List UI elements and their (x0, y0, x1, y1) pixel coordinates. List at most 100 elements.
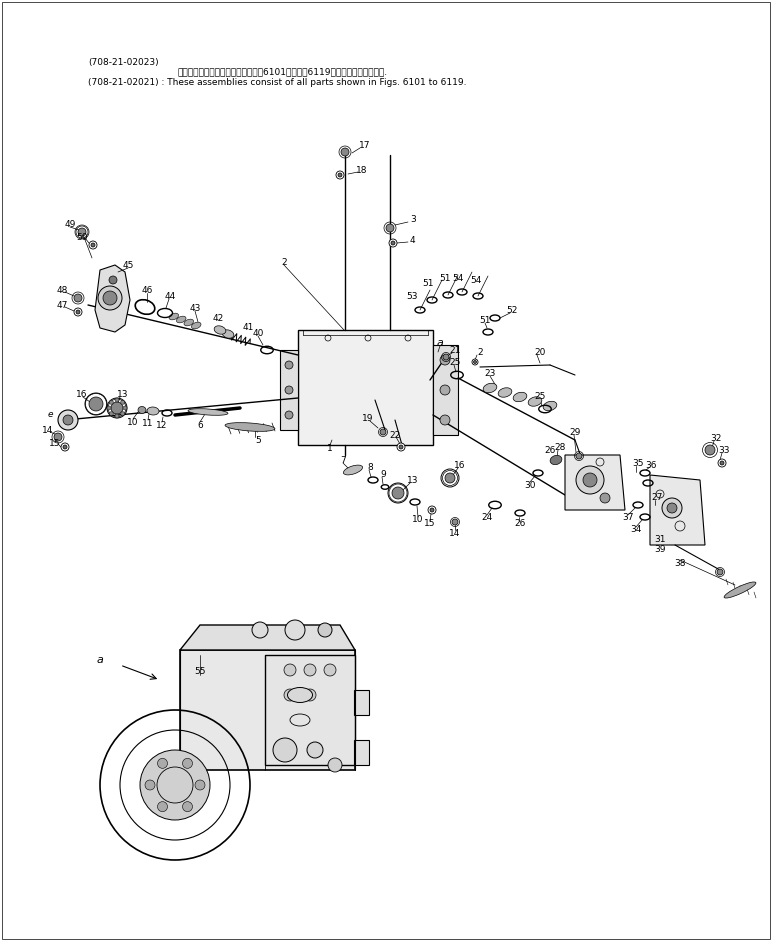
Text: 14: 14 (449, 529, 461, 537)
Ellipse shape (138, 407, 146, 413)
Circle shape (338, 173, 342, 177)
Polygon shape (650, 475, 705, 545)
Circle shape (473, 360, 476, 363)
Text: 37: 37 (622, 514, 634, 522)
Text: 27: 27 (652, 492, 662, 502)
Circle shape (89, 241, 97, 249)
Polygon shape (95, 265, 130, 332)
Circle shape (341, 148, 349, 156)
Text: 21: 21 (449, 345, 461, 355)
Text: 31: 31 (654, 535, 665, 545)
Circle shape (304, 689, 316, 701)
Ellipse shape (222, 329, 234, 338)
Circle shape (576, 453, 582, 459)
Text: 44: 44 (164, 292, 175, 300)
Bar (433, 345, 458, 435)
Text: 55: 55 (195, 667, 206, 677)
Circle shape (324, 664, 336, 676)
Circle shape (115, 414, 119, 418)
Text: 15: 15 (425, 519, 435, 529)
Circle shape (74, 294, 82, 302)
Text: 42: 42 (212, 313, 224, 323)
Circle shape (667, 503, 677, 513)
Circle shape (397, 443, 405, 451)
Text: 46: 46 (141, 285, 153, 295)
Text: 9: 9 (380, 470, 386, 479)
Text: 54: 54 (470, 276, 482, 284)
Circle shape (54, 433, 62, 441)
Text: 26: 26 (544, 445, 556, 455)
Circle shape (195, 780, 205, 790)
Ellipse shape (184, 319, 194, 326)
Text: 49: 49 (64, 219, 76, 229)
Circle shape (583, 473, 597, 487)
Text: 52: 52 (506, 306, 518, 314)
Text: 51: 51 (479, 315, 491, 325)
Text: 33: 33 (718, 445, 730, 455)
Text: 5: 5 (255, 436, 261, 444)
Circle shape (182, 802, 192, 812)
Circle shape (386, 224, 394, 232)
Circle shape (285, 386, 293, 394)
Circle shape (61, 443, 69, 451)
Circle shape (576, 466, 604, 494)
Circle shape (58, 410, 78, 430)
Circle shape (78, 228, 86, 236)
Circle shape (285, 620, 305, 640)
Text: 6: 6 (197, 421, 203, 429)
Text: 7: 7 (340, 455, 346, 465)
Text: 18: 18 (356, 166, 367, 174)
Ellipse shape (498, 388, 512, 397)
Circle shape (285, 361, 293, 369)
Circle shape (380, 429, 386, 435)
Text: (708-21-02023): (708-21-02023) (88, 57, 158, 67)
Circle shape (428, 506, 436, 514)
Circle shape (145, 780, 155, 790)
Circle shape (182, 758, 192, 769)
Text: 48: 48 (56, 285, 68, 295)
Circle shape (718, 459, 726, 467)
Circle shape (91, 243, 95, 247)
Text: 34: 34 (630, 525, 642, 534)
Text: 3: 3 (410, 215, 416, 224)
Circle shape (336, 171, 344, 179)
Circle shape (443, 354, 449, 360)
Circle shape (63, 415, 73, 425)
Text: 45: 45 (122, 261, 134, 269)
Ellipse shape (188, 408, 228, 415)
Circle shape (472, 359, 478, 365)
Text: 26: 26 (514, 519, 526, 529)
Circle shape (399, 445, 403, 449)
Circle shape (430, 508, 434, 512)
Circle shape (284, 689, 296, 701)
Text: 17: 17 (359, 140, 371, 150)
Text: 40: 40 (252, 328, 264, 338)
Text: 30: 30 (524, 481, 536, 489)
Circle shape (89, 397, 103, 411)
Text: 43: 43 (189, 304, 201, 312)
Text: 54: 54 (452, 274, 464, 282)
Bar (280, 350, 298, 430)
Circle shape (273, 738, 297, 762)
Circle shape (120, 400, 124, 405)
Text: 47: 47 (56, 300, 68, 310)
Ellipse shape (177, 316, 186, 323)
Text: 13: 13 (117, 390, 129, 398)
Circle shape (445, 473, 455, 483)
Ellipse shape (225, 423, 275, 431)
Circle shape (304, 664, 316, 676)
Circle shape (76, 310, 80, 314)
Ellipse shape (147, 407, 159, 415)
Circle shape (123, 406, 127, 410)
Circle shape (717, 569, 723, 575)
Circle shape (705, 445, 715, 455)
Text: 41: 41 (242, 323, 254, 331)
Text: 13: 13 (408, 475, 418, 485)
Bar (354, 740, 369, 765)
Text: a: a (436, 338, 443, 348)
Circle shape (107, 406, 111, 410)
Ellipse shape (191, 322, 201, 328)
Text: 22: 22 (389, 430, 401, 439)
Text: 20: 20 (534, 347, 546, 357)
Polygon shape (180, 625, 355, 650)
